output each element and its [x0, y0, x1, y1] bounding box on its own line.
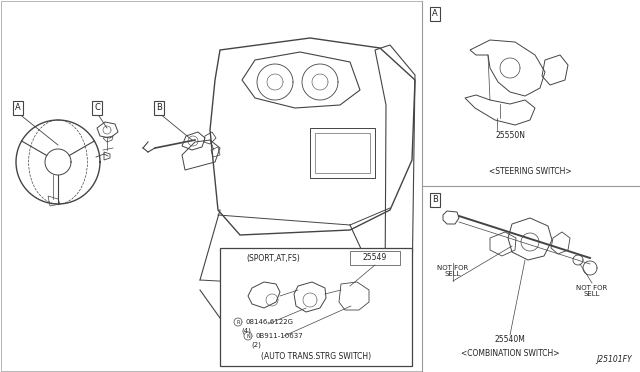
Text: (SPORT,AT,FS): (SPORT,AT,FS) — [246, 253, 300, 263]
Text: (2): (2) — [251, 342, 261, 348]
Text: 25540M: 25540M — [495, 336, 525, 344]
Text: NOT FOR
SELL: NOT FOR SELL — [577, 285, 607, 298]
Text: C: C — [94, 103, 100, 112]
Text: <COMBINATION SWITCH>: <COMBINATION SWITCH> — [461, 349, 559, 357]
Text: 25549: 25549 — [363, 253, 387, 263]
Bar — [422, 0, 640, 186]
Bar — [422, 186, 640, 372]
Bar — [220, 248, 412, 366]
Text: 0B911-10637: 0B911-10637 — [255, 333, 303, 339]
Text: <STEERING SWITCH>: <STEERING SWITCH> — [489, 167, 572, 176]
Text: J25101FY: J25101FY — [596, 356, 632, 365]
Text: R: R — [236, 320, 240, 324]
Text: A: A — [15, 103, 21, 112]
Text: NOT FOR
SELL: NOT FOR SELL — [437, 265, 468, 278]
Text: 25550N: 25550N — [495, 131, 525, 141]
Text: (AUTO TRANS.STRG SWITCH): (AUTO TRANS.STRG SWITCH) — [261, 352, 371, 360]
Text: B: B — [156, 103, 162, 112]
Text: C: C — [229, 253, 235, 263]
Text: N: N — [246, 334, 250, 339]
Bar — [350, 251, 400, 265]
Bar — [310, 128, 375, 178]
Text: B: B — [432, 196, 438, 205]
Text: A: A — [432, 10, 438, 19]
Bar — [315, 133, 370, 173]
Text: 08146-6122G: 08146-6122G — [245, 319, 293, 325]
Text: (4): (4) — [241, 328, 251, 334]
